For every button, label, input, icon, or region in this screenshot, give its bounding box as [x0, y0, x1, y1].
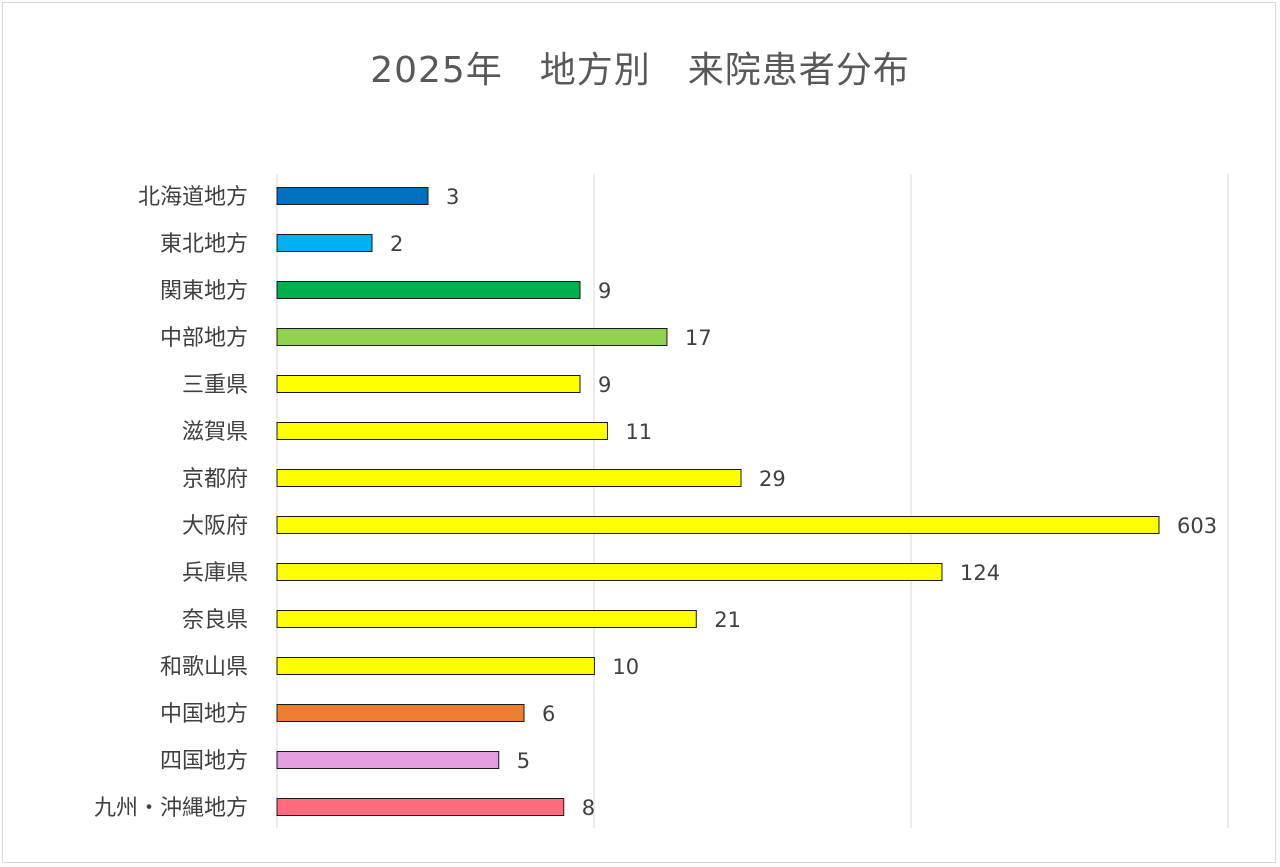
category-label: 関東地方	[160, 279, 248, 304]
data-label: 2	[390, 232, 403, 256]
bar	[276, 516, 1160, 534]
data-label: 11	[625, 420, 652, 444]
bar	[276, 187, 429, 205]
category-label: 四国地方	[160, 749, 248, 774]
category-label: 北海道地方	[138, 185, 248, 210]
bar	[276, 375, 581, 393]
category-label: 九州・沖縄地方	[94, 796, 248, 821]
category-label: 和歌山県	[160, 655, 248, 680]
category-label: 京都府	[182, 467, 248, 492]
bar	[276, 798, 565, 816]
chart-title: 2025年 地方別 来院患者分布	[370, 50, 910, 91]
data-label: 6	[542, 702, 555, 726]
bar	[276, 422, 608, 440]
bar	[276, 281, 581, 299]
category-label: 滋賀県	[182, 420, 248, 445]
data-label: 9	[598, 373, 611, 397]
data-label: 10	[612, 655, 639, 679]
category-label: 奈良県	[182, 608, 248, 633]
category-label: 中国地方	[160, 702, 248, 727]
data-label: 3	[446, 185, 459, 209]
data-label: 124	[960, 561, 1000, 585]
bar	[276, 469, 742, 487]
category-label: 東北地方	[160, 232, 248, 257]
bar	[276, 704, 525, 722]
data-label: 29	[759, 467, 786, 491]
bar	[276, 234, 373, 252]
bar	[276, 610, 697, 628]
data-label: 603	[1177, 514, 1217, 538]
data-label: 8	[582, 796, 595, 820]
category-label: 三重県	[182, 373, 248, 398]
bar	[276, 328, 668, 346]
category-label: 兵庫県	[182, 561, 248, 586]
data-label: 5	[517, 749, 530, 773]
bar	[276, 563, 943, 581]
data-label: 21	[714, 608, 741, 632]
bar	[276, 751, 500, 769]
category-label: 中部地方	[160, 326, 248, 351]
bar	[276, 657, 595, 675]
category-label: 大阪府	[182, 514, 248, 539]
data-label: 9	[598, 279, 611, 303]
data-label: 17	[685, 326, 712, 350]
